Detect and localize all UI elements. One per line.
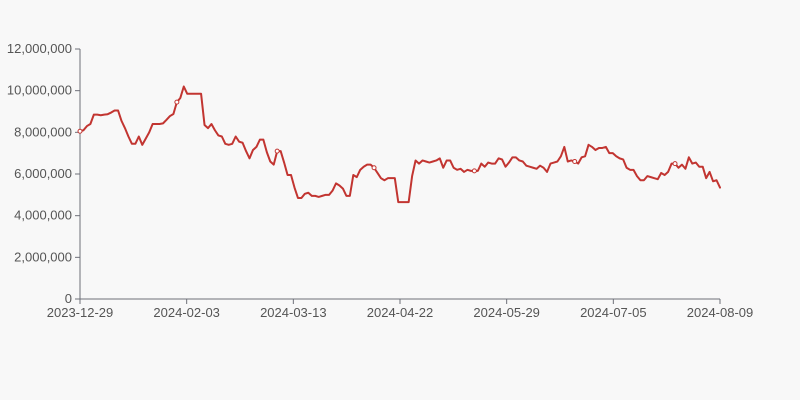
x-tick-label: 2024-03-13 bbox=[260, 305, 327, 320]
x-tick-label: 2023-12-29 bbox=[47, 305, 114, 320]
data-point[interactable] bbox=[371, 165, 377, 171]
series-line bbox=[79, 85, 721, 204]
x-axis: 2023-12-29 2024-02-03 2024-03-13 2024-04-22… bbox=[47, 298, 754, 320]
y-tick-label: 6,000,000 bbox=[14, 166, 72, 181]
series-layer bbox=[77, 85, 721, 204]
x-tick-label: 2024-07-05 bbox=[580, 305, 647, 320]
y-tick-label: 4,000,000 bbox=[14, 208, 72, 223]
y-tick-label: 10,000,000 bbox=[7, 83, 72, 98]
x-tick-label: 2024-05-29 bbox=[473, 305, 540, 320]
x-tick-label: 2024-02-03 bbox=[153, 305, 220, 320]
data-point[interactable] bbox=[572, 159, 578, 164]
x-tick-label: 2024-04-22 bbox=[367, 305, 434, 320]
x-tick-label: 2024-08-09 bbox=[687, 305, 754, 320]
data-point[interactable] bbox=[672, 161, 678, 167]
y-tick-label: 0 bbox=[65, 291, 72, 306]
data-point[interactable] bbox=[77, 128, 83, 134]
data-point[interactable] bbox=[174, 99, 180, 105]
y-tick-label: 2,000,000 bbox=[14, 249, 72, 264]
data-point[interactable] bbox=[274, 148, 280, 154]
y-tick-label: 8,000,000 bbox=[14, 124, 72, 139]
data-point[interactable] bbox=[471, 168, 477, 174]
y-axis: 0 2,000,000 4,000,000 6,000,000 8,000,000 10,… bbox=[7, 41, 81, 306]
y-tick-label: 12,000,000 bbox=[7, 41, 72, 56]
